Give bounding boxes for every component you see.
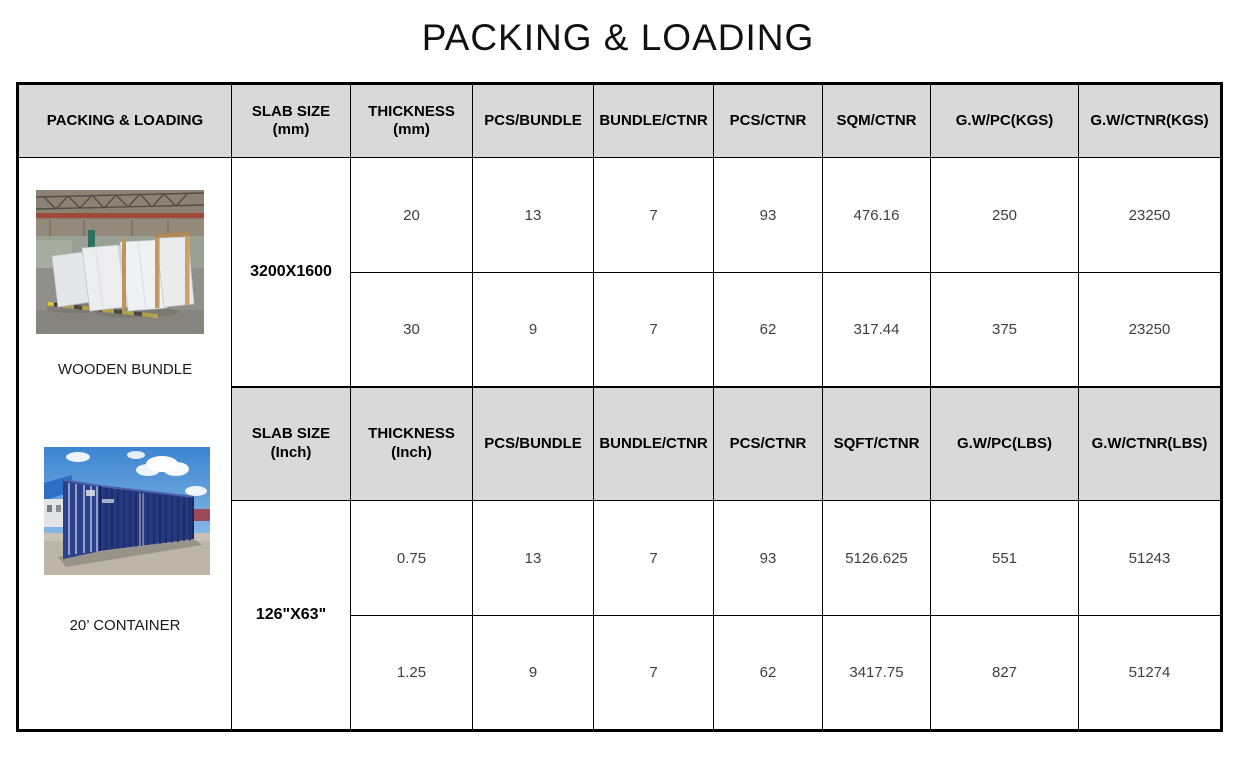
cell-gw-ctnr: 51274 xyxy=(1078,615,1222,732)
cell-sqft-ctnr: 3417.75 xyxy=(822,615,931,732)
page-title: PACKING & LOADING xyxy=(421,17,815,58)
container-body xyxy=(62,479,195,560)
corner-header: PACKING & LOADING xyxy=(17,83,232,159)
photo-column-cell: WOODEN BUNDLE xyxy=(17,157,232,732)
cell-thickness: 1.25 xyxy=(350,615,473,732)
header-pcs-bundle: PCS/BUNDLE xyxy=(472,83,594,159)
inch-header-row: SLAB SIZE (Inch) THICKNESS (Inch) PCS/BU… xyxy=(18,385,1222,502)
header-bundle-ctnr: BUNDLE/CTNR xyxy=(593,385,714,502)
metric-row-1: WOODEN BUNDLE xyxy=(17,157,1222,732)
header-gw-pc-lbs: G.W/PC(LBS) xyxy=(930,385,1079,502)
cell-gw-pc: 250 xyxy=(930,157,1079,274)
cell-sqft-ctnr: 5126.625 xyxy=(822,500,931,617)
clouds xyxy=(66,451,207,497)
cell-pcs-bundle: 13 xyxy=(472,157,594,274)
header-gw-ctnr-lbs: G.W/CTNR(LBS) xyxy=(1078,385,1222,502)
container-photo xyxy=(44,447,210,576)
cell-sqm-ctnr: 317.44 xyxy=(822,272,931,388)
inch-row-1: 126"X63" 0.75 13 7 93 5126.625 551 51243 xyxy=(18,500,1222,732)
cell-slab-size-inch: 126"X63" xyxy=(231,500,351,732)
cell-bundle-ctnr: 7 xyxy=(593,272,714,388)
header-pcs-ctnr: PCS/CTNR xyxy=(713,83,823,159)
cell-pcs-bundle: 13 xyxy=(472,500,594,617)
cell-bundle-ctnr: 7 xyxy=(593,157,714,274)
cell-pcs-bundle: 9 xyxy=(472,615,594,732)
cell-gw-ctnr: 23250 xyxy=(1078,272,1222,388)
cell-slab-size-mm: 3200X1600 xyxy=(231,157,351,388)
header-gw-pc-kgs: G.W/PC(KGS) xyxy=(930,83,1079,159)
cell-pcs-ctnr: 93 xyxy=(713,157,823,274)
wooden-bundle-photo xyxy=(36,190,204,335)
door-lock-rods xyxy=(68,483,98,556)
header-pcs-ctnr: PCS/CTNR xyxy=(713,385,823,502)
cell-bundle-ctnr: 7 xyxy=(593,500,714,617)
header-slab-size-mm: SLAB SIZE (mm) xyxy=(231,83,351,159)
header-slab-size-inch: SLAB SIZE (Inch) xyxy=(231,385,351,502)
cell-bundle-ctnr: 7 xyxy=(593,615,714,732)
header-gw-ctnr-kgs: G.W/CTNR(KGS) xyxy=(1078,83,1222,159)
container-label: 20’ CONTAINER xyxy=(69,617,181,635)
cell-pcs-ctnr: 62 xyxy=(713,615,823,732)
cell-gw-ctnr: 51243 xyxy=(1078,500,1222,617)
header-sqm-ctnr: SQM/CTNR xyxy=(822,83,931,159)
cell-gw-pc: 375 xyxy=(930,272,1079,388)
header-bundle-ctnr: BUNDLE/CTNR xyxy=(593,83,714,159)
hazard-line xyxy=(48,302,158,319)
cell-thickness: 0.75 xyxy=(350,500,473,617)
roof-truss xyxy=(36,192,204,211)
wooden-bundle-label: WOODEN BUNDLE xyxy=(57,361,193,379)
metric-row-2: 30 9 7 62 317.44 375 23250 xyxy=(18,272,1222,388)
header-sqft-ctnr: SQFT/CTNR xyxy=(822,385,931,502)
slab-bundles xyxy=(51,232,195,312)
cell-thickness: 20 xyxy=(350,157,473,274)
cell-thickness: 30 xyxy=(350,272,473,388)
cell-pcs-ctnr: 62 xyxy=(713,272,823,388)
header-thickness-inch: THICKNESS (Inch) xyxy=(350,385,473,502)
header-thickness-mm: THICKNESS (mm) xyxy=(350,83,473,159)
cell-pcs-bundle: 9 xyxy=(472,272,594,388)
inch-row-2: 1.25 9 7 62 3417.75 827 51274 xyxy=(18,615,1222,732)
header-pcs-bundle: PCS/BUNDLE xyxy=(472,385,594,502)
cell-gw-pc: 827 xyxy=(930,615,1079,732)
cell-gw-ctnr: 23250 xyxy=(1078,157,1222,274)
metric-header-row: PACKING & LOADING SLAB SIZE (mm) THICKNE… xyxy=(17,83,1222,159)
cell-pcs-ctnr: 93 xyxy=(713,500,823,617)
cell-gw-pc: 551 xyxy=(930,500,1079,617)
cell-sqm-ctnr: 476.16 xyxy=(822,157,931,274)
corrugation xyxy=(105,488,191,551)
packing-loading-table: PACKING & LOADING SLAB SIZE (mm) THICKNE… xyxy=(16,82,1223,733)
